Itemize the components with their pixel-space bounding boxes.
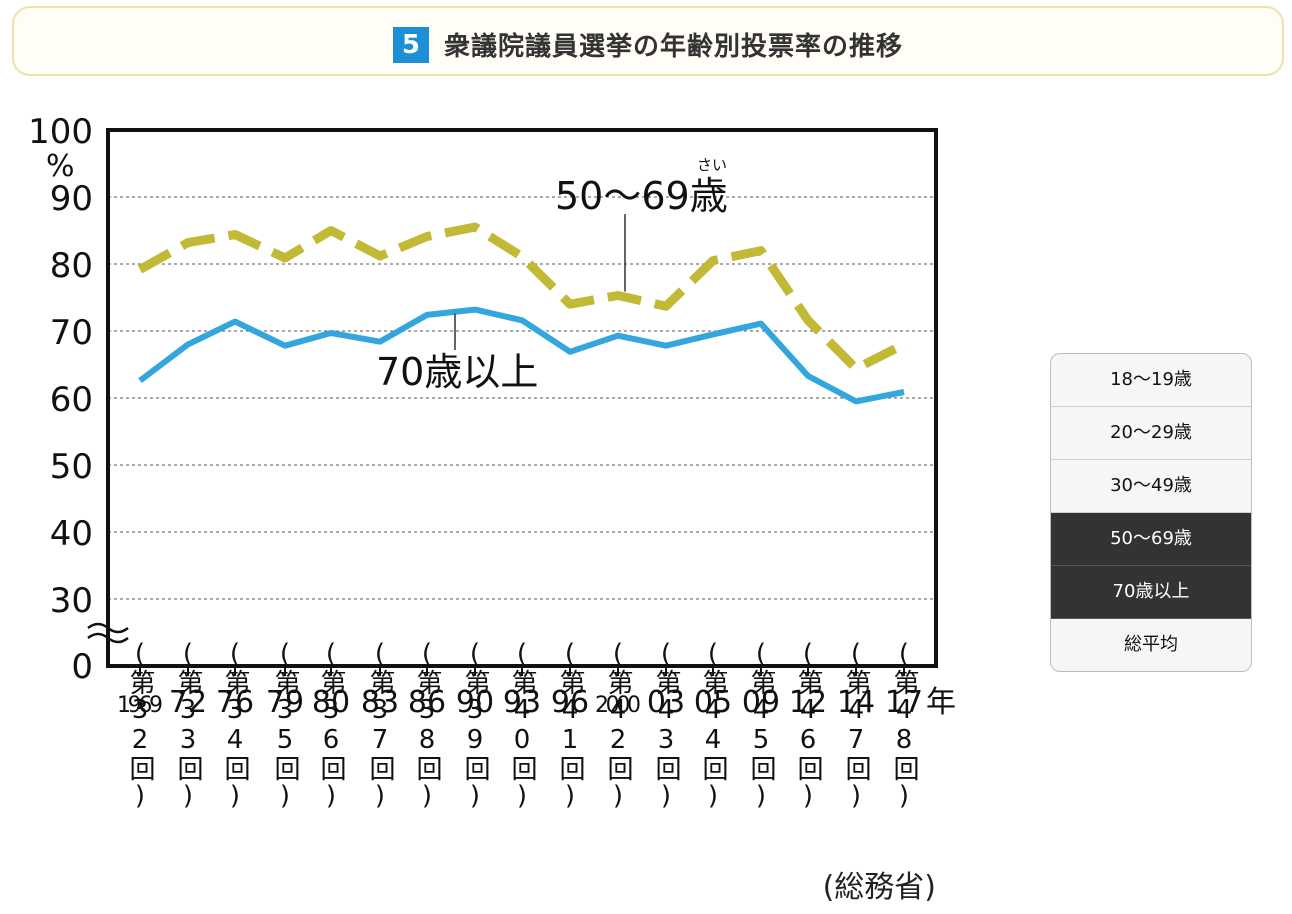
- year-unit: 年: [926, 685, 956, 720]
- election-label: (第38回): [412, 639, 442, 811]
- election-label: (第41回): [555, 639, 585, 811]
- age-group-legend: 18～19歳 20～29歳 30～49歳 50～69歳 70歳以上総平均: [1050, 353, 1252, 672]
- figure-number-badge: 5: [392, 26, 429, 63]
- y-tick-label: 40: [50, 514, 93, 554]
- x-tick-label: 80: [312, 685, 350, 720]
- y-tick-label: 80: [50, 246, 93, 286]
- axis-break-icon: [87, 622, 129, 644]
- y-tick-labels: 100 90 80 70 60 50 40 30% 0: [28, 112, 905, 687]
- legend-item: 30～49歳: [1051, 460, 1251, 513]
- election-label: (第40回): [507, 639, 537, 811]
- election-label: (第45回): [746, 639, 776, 811]
- title-row: 5 衆議院議員選挙の年齢別投票率の推移: [14, 26, 1282, 63]
- series-lines: [137, 222, 907, 405]
- x-tick-label: 90: [456, 685, 494, 720]
- y-axis-unit: %: [46, 149, 75, 184]
- chart-title: 衆議院議員選挙の年齢別投票率の推移: [444, 32, 904, 62]
- title-box: 5 衆議院議員選挙の年齢別投票率の推移: [12, 6, 1284, 76]
- grid-lines: [108, 196, 936, 600]
- x-tick-label: 12: [789, 685, 827, 720]
- x-tick-label: 93: [503, 685, 541, 720]
- election-label: (第39回): [460, 639, 490, 811]
- y-tick-label: 60: [50, 380, 93, 420]
- x-tick-label: 76: [216, 685, 254, 720]
- election-label: (第47回): [841, 639, 871, 811]
- election-label: (第46回): [793, 639, 823, 811]
- y-tick-label: 100: [28, 112, 93, 152]
- series-line: [137, 222, 907, 373]
- legend-item: 70歳以上: [1051, 566, 1251, 619]
- y-tick-label: 70: [50, 313, 93, 353]
- y-tick-label: 90: [50, 179, 93, 219]
- legend-item: 50～69歳: [1051, 513, 1251, 566]
- election-label: (第33回): [173, 639, 203, 811]
- election-label: (第34回): [220, 639, 250, 811]
- x-tick-label: 14: [837, 685, 875, 720]
- election-label: (第42回): [603, 639, 633, 811]
- x-tick-label: 2000: [595, 693, 641, 718]
- election-label: (第37回): [365, 639, 395, 811]
- x-tick-label: 03: [647, 685, 685, 720]
- legend-item: 18～19歳: [1051, 354, 1251, 407]
- x-tick-label: 72: [169, 685, 207, 720]
- source-note: (総務省): [823, 870, 936, 905]
- legend-item: 総平均: [1124, 634, 1178, 655]
- x-tick-label: 86: [408, 685, 446, 720]
- election-label: (第43回): [651, 639, 681, 811]
- x-tick-labels: 1969(第32回) 72(第33回) 76(第34回) 79(第35回) 80(第36…: [117, 639, 956, 811]
- x-tick-label: 05: [694, 685, 732, 720]
- x-tick-label: 09: [742, 685, 780, 720]
- series-label-70-plus: 70歳以上: [376, 350, 538, 394]
- x-tick-label: 83: [361, 685, 399, 720]
- x-tick-label: 79: [266, 685, 304, 720]
- x-tick-label: 1969: [117, 693, 163, 718]
- legend-item: 20～29歳: [1051, 407, 1251, 460]
- y-tick-label: 50: [50, 447, 93, 487]
- election-label: (第35回): [270, 639, 300, 811]
- election-label: (第48回): [889, 639, 919, 811]
- election-label: (第36回): [316, 639, 346, 811]
- x-tick-label: 17: [885, 685, 923, 720]
- x-tick-label: 96: [551, 685, 589, 720]
- y-tick-label: 30: [50, 581, 93, 621]
- ruby-reading: さい: [697, 156, 727, 174]
- election-label: (第44回): [698, 639, 728, 811]
- election-label: (第32回): [125, 639, 155, 811]
- y-break-label: 0: [71, 647, 93, 687]
- series-label-50-69: 50～69歳: [555, 174, 728, 218]
